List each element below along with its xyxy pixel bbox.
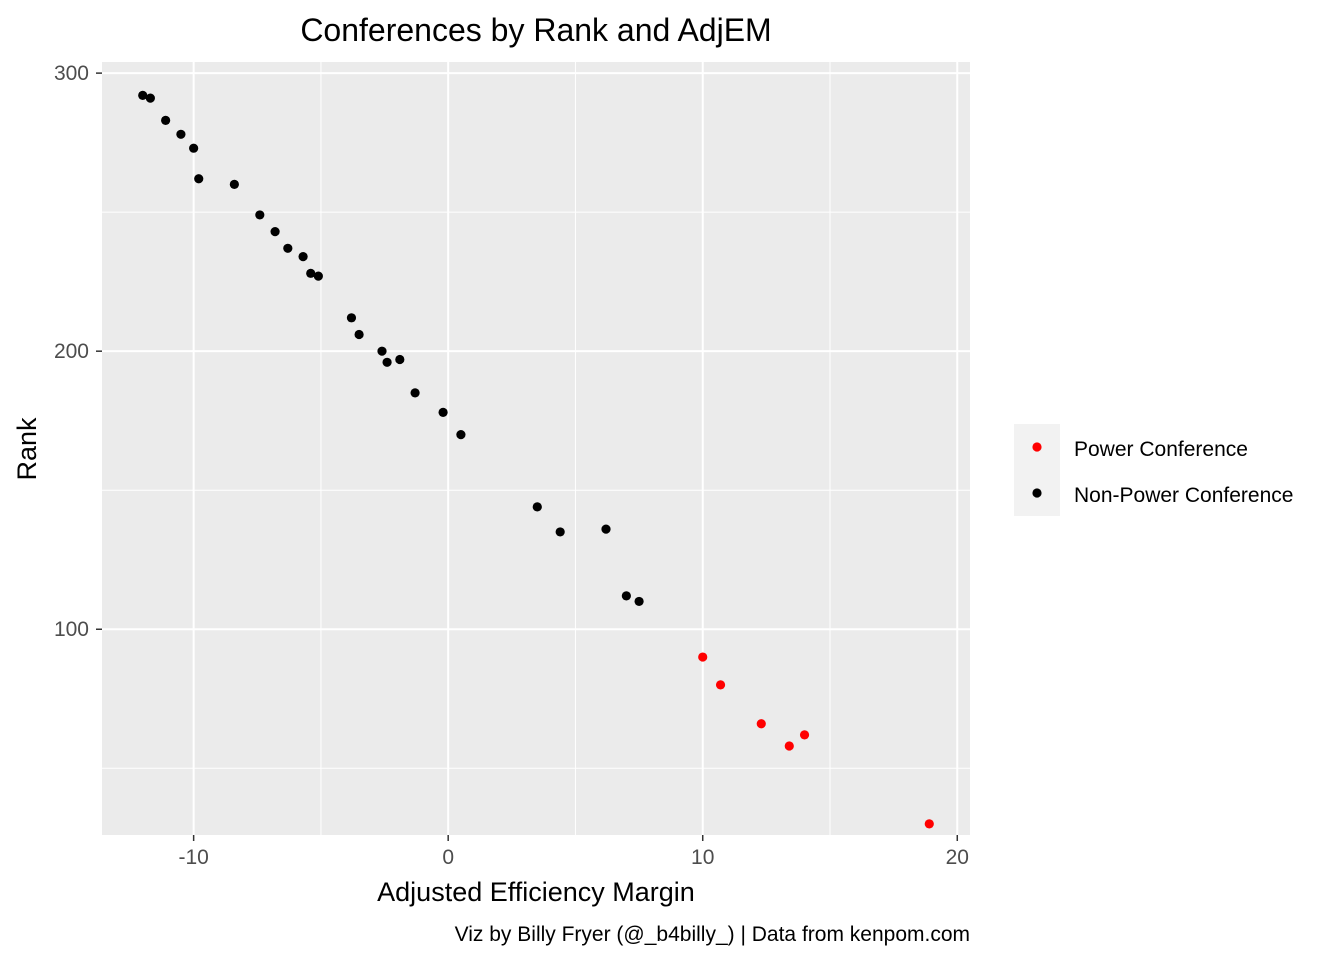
data-point-non-power bbox=[313, 271, 323, 281]
data-point-non-power bbox=[601, 524, 611, 534]
x-tick-label: 20 bbox=[946, 846, 969, 869]
data-point-non-power bbox=[145, 93, 155, 103]
y-tick-label: 300 bbox=[54, 62, 89, 85]
data-point-non-power bbox=[354, 329, 364, 340]
legend-key-non-power bbox=[1032, 488, 1042, 498]
legend-label-power: Power Conference bbox=[1074, 438, 1248, 461]
data-point-non-power bbox=[532, 502, 542, 512]
legend-key-power bbox=[1032, 442, 1042, 452]
legend: Power Conference Non-Power Conference bbox=[1014, 424, 1293, 516]
legend-label-non-power: Non-Power Conference bbox=[1074, 484, 1293, 507]
data-point-non-power bbox=[270, 227, 280, 237]
x-tick-label: -10 bbox=[178, 846, 208, 869]
data-point-power bbox=[715, 680, 726, 690]
y-tick-label: 200 bbox=[54, 340, 89, 363]
y-tick-label: 100 bbox=[54, 618, 89, 641]
chart-caption: Viz by Billy Fryer (@_b4billy_) | Data f… bbox=[455, 923, 970, 946]
minor-gridlines bbox=[102, 62, 970, 835]
data-point-non-power bbox=[189, 143, 199, 153]
x-tick-label: 10 bbox=[691, 846, 714, 869]
data-point-non-power bbox=[229, 179, 239, 189]
legend-key-background bbox=[1014, 424, 1060, 516]
data-point-power bbox=[784, 741, 794, 751]
data-point-non-power bbox=[377, 346, 387, 356]
data-point-non-power bbox=[194, 174, 204, 184]
axis-ticks: -10 0 10 20 100 200 300 bbox=[54, 62, 969, 869]
data-point-power bbox=[698, 652, 708, 662]
x-tick-label: 0 bbox=[442, 846, 454, 869]
y-axis-title: Rank bbox=[12, 417, 42, 481]
data-point-non-power bbox=[306, 268, 316, 278]
data-point-non-power bbox=[346, 313, 357, 323]
data-point-non-power bbox=[161, 115, 171, 125]
data-point-non-power bbox=[395, 354, 405, 365]
plot-panel bbox=[102, 62, 970, 835]
data-points bbox=[138, 90, 934, 829]
chart-title: Conferences by Rank and AdjEM bbox=[300, 12, 771, 48]
data-point-non-power bbox=[438, 407, 448, 417]
data-point-power bbox=[924, 819, 934, 829]
data-point-non-power bbox=[634, 596, 644, 607]
data-point-non-power bbox=[176, 129, 186, 139]
data-point-power bbox=[799, 730, 810, 740]
data-point-non-power bbox=[138, 90, 148, 100]
data-point-non-power bbox=[382, 357, 392, 367]
data-point-non-power bbox=[621, 591, 631, 601]
data-point-non-power bbox=[298, 252, 308, 262]
data-point-non-power bbox=[456, 429, 466, 440]
data-point-non-power bbox=[255, 210, 265, 220]
data-point-non-power bbox=[283, 243, 293, 253]
x-axis-title: Adjusted Efficiency Margin bbox=[377, 877, 695, 907]
major-gridlines bbox=[102, 62, 970, 835]
data-point-power bbox=[756, 719, 766, 729]
data-point-non-power bbox=[555, 527, 565, 537]
data-point-non-power bbox=[410, 388, 420, 398]
